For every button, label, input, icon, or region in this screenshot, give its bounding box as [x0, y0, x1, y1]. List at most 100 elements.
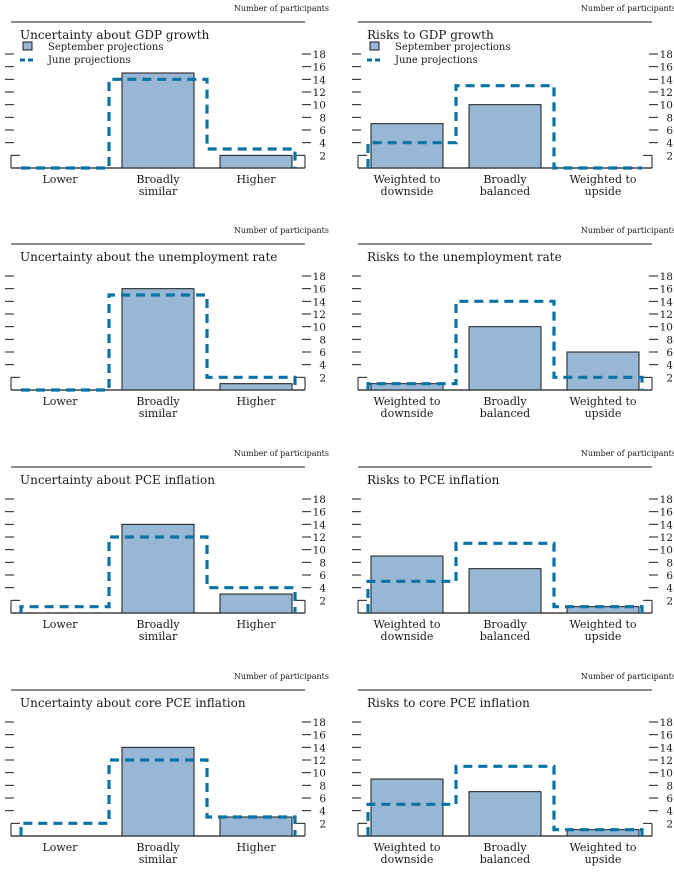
- bar-september: [219, 593, 293, 614]
- bar-september: [468, 104, 542, 169]
- y-tick-label: 6: [319, 570, 326, 582]
- panel-pce-risks: Number of participants Risks to PCE infla…: [337, 445, 674, 667]
- y-tick-label: 18: [660, 494, 673, 506]
- y-tick-label: 8: [319, 334, 326, 346]
- june-projections-outline: [21, 293, 297, 392]
- y-tick-label: 2: [666, 818, 673, 830]
- bar-september: [121, 746, 195, 837]
- bar-september: [219, 154, 293, 169]
- june-projections-outline: [19, 758, 297, 836]
- chart-svg: Number of participants Uncertainty about …: [5, 672, 329, 866]
- y-tick-label: 18: [313, 494, 326, 506]
- units-label: Number of participants: [581, 449, 674, 458]
- panel-unemployment-uncertainty: Number of participants Uncertainty about …: [0, 222, 337, 444]
- y-tick-label: 10: [660, 100, 673, 112]
- bar-september: [370, 778, 444, 837]
- june-projections-outline: [19, 535, 297, 613]
- chart-svg: Number of participants Uncertainty about …: [5, 4, 329, 198]
- panel-gdp-uncertainty: Number of participants Uncertainty about …: [0, 0, 337, 222]
- x-category-label: balanced: [480, 185, 530, 198]
- chart-title: Risks to the unemployment rate: [367, 250, 562, 264]
- y-tick-label: 8: [666, 112, 673, 124]
- chart-title: Uncertainty about GDP growth: [20, 28, 210, 42]
- y-tick-label: 16: [660, 507, 674, 519]
- x-category-label: Broadly: [483, 395, 527, 408]
- y-tick-label: 16: [660, 284, 674, 296]
- panel-core-pce-uncertainty: Number of participants Uncertainty about …: [0, 668, 337, 890]
- y-tick-label: 18: [313, 271, 326, 283]
- y-tick-label: 10: [660, 322, 673, 334]
- y-tick-label: 2: [319, 818, 326, 830]
- june-projections-outline: [21, 77, 297, 170]
- y-tick-label: 10: [660, 545, 673, 557]
- x-category-label: Weighted to: [569, 841, 636, 854]
- x-category-label: Weighted to: [569, 173, 636, 186]
- y-tick-label: 10: [313, 545, 326, 557]
- bar-september: [468, 791, 542, 837]
- x-category-label: Weighted to: [373, 395, 440, 408]
- y-tick-label: 8: [666, 557, 673, 569]
- x-category-label: Lower: [42, 395, 78, 408]
- bar-september: [121, 288, 195, 391]
- x-category-label: Broadly: [136, 395, 180, 408]
- y-tick-label: 6: [666, 570, 673, 582]
- y-tick-label: 8: [319, 112, 326, 124]
- legend-label-september: September projections: [48, 42, 164, 53]
- y-tick-label: 18: [313, 717, 326, 729]
- x-category-label: balanced: [480, 407, 530, 420]
- y-tick-label: 12: [660, 87, 673, 99]
- legend-swatch-september: [369, 41, 380, 51]
- x-category-label: similar: [139, 407, 178, 420]
- units-label: Number of participants: [234, 449, 329, 458]
- y-tick-label: 4: [319, 583, 326, 595]
- y-tick-label: 2: [666, 150, 673, 162]
- chart-svg: Number of participants Risks to PCE infla…: [352, 449, 674, 643]
- y-tick-label: 4: [666, 806, 673, 818]
- y-tick-label: 18: [313, 49, 326, 61]
- y-tick-label: 8: [666, 780, 673, 792]
- bar-september: [121, 72, 195, 169]
- x-category-label: similar: [139, 853, 178, 866]
- y-tick-label: 2: [666, 595, 673, 607]
- x-category-label: Broadly: [483, 173, 527, 186]
- units-label: Number of participants: [234, 226, 329, 235]
- y-tick-label: 6: [319, 793, 326, 805]
- units-label: Number of participants: [581, 672, 674, 681]
- x-category-label: Higher: [236, 395, 276, 408]
- x-category-label: upside: [585, 630, 622, 643]
- x-category-label: Lower: [42, 841, 78, 854]
- panel-pce-uncertainty: Number of participants Uncertainty about …: [0, 445, 337, 667]
- y-tick-label: 10: [660, 768, 673, 780]
- bar-september: [370, 123, 444, 169]
- x-category-label: Broadly: [483, 841, 527, 854]
- x-category-label: downside: [381, 853, 434, 866]
- y-tick-label: 12: [313, 755, 326, 767]
- y-tick-label: 4: [666, 360, 673, 372]
- y-tick-label: 12: [313, 87, 326, 99]
- y-tick-label: 14: [313, 742, 327, 754]
- y-tick-label: 16: [660, 62, 674, 74]
- chart-svg: Number of participants Uncertainty about …: [5, 226, 329, 420]
- y-tick-label: 10: [313, 768, 326, 780]
- x-category-label: Broadly: [136, 618, 180, 631]
- chart-title: Risks to PCE inflation: [367, 473, 500, 487]
- chart-title: Uncertainty about core PCE inflation: [20, 696, 246, 710]
- y-tick-label: 6: [319, 347, 326, 359]
- x-category-label: similar: [139, 630, 178, 643]
- june-projections-outline: [366, 84, 642, 170]
- y-tick-label: 18: [660, 49, 673, 61]
- chart-title: Risks to GDP growth: [367, 28, 494, 42]
- y-tick-label: 16: [313, 62, 327, 74]
- y-tick-label: 14: [660, 742, 674, 754]
- panel-unemployment-risks: Number of participants Risks to the unemp…: [337, 222, 674, 444]
- y-tick-label: 2: [319, 372, 326, 384]
- legend-label-september: September projections: [395, 42, 511, 53]
- x-category-label: Lower: [42, 618, 78, 631]
- units-label: Number of participants: [581, 226, 674, 235]
- y-tick-label: 16: [313, 730, 327, 742]
- x-category-label: similar: [139, 185, 178, 198]
- y-tick-label: 16: [313, 284, 327, 296]
- x-category-label: Broadly: [136, 173, 180, 186]
- x-category-label: Broadly: [483, 618, 527, 631]
- bar-september: [121, 523, 195, 614]
